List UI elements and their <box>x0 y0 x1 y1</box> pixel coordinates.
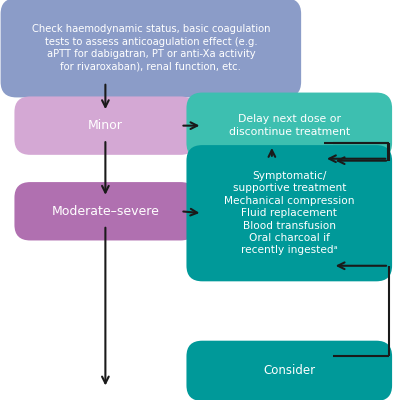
Text: Delay next dose or
discontinue treatment: Delay next dose or discontinue treatment <box>229 114 350 137</box>
Text: Minor: Minor <box>88 119 123 132</box>
FancyBboxPatch shape <box>186 92 392 159</box>
FancyBboxPatch shape <box>14 96 196 155</box>
Text: Moderate–severe: Moderate–severe <box>52 205 159 218</box>
FancyBboxPatch shape <box>186 341 392 400</box>
FancyBboxPatch shape <box>14 182 196 240</box>
FancyBboxPatch shape <box>0 0 301 98</box>
Text: Consider: Consider <box>263 364 315 377</box>
Text: Check haemodynamic status, basic coagulation
tests to assess anticoagulation eff: Check haemodynamic status, basic coagula… <box>32 24 270 71</box>
Text: Symptomatic/
supportive treatment
Mechanical compression
Fluid replacement
Blood: Symptomatic/ supportive treatment Mechan… <box>224 171 354 256</box>
FancyBboxPatch shape <box>186 145 392 281</box>
